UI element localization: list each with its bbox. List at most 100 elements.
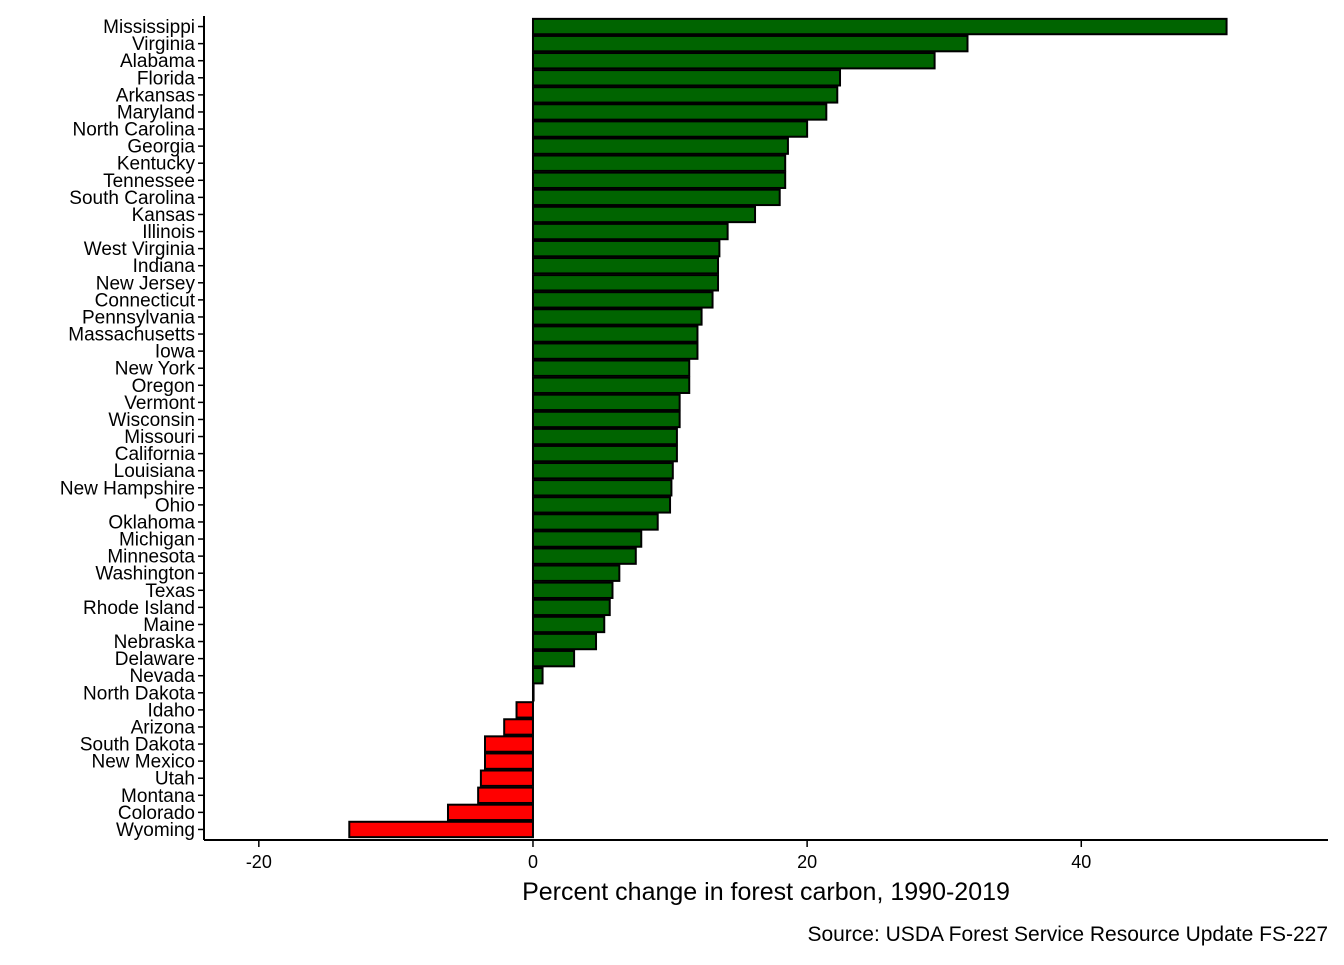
bar-wyoming: [348, 820, 534, 839]
bar-nebraska: [531, 632, 598, 651]
y-tick-label: Utah: [155, 769, 195, 790]
y-tick-label: Idaho: [147, 700, 195, 721]
bar-kansas: [531, 205, 757, 224]
x-tick-label: 40: [1071, 852, 1091, 872]
bar-massachusetts: [531, 325, 699, 343]
bar-indiana: [531, 257, 720, 275]
y-tick-label: Nevada: [130, 666, 196, 687]
y-tick-label: Maryland: [117, 102, 195, 123]
y-axis-labels: MississippiVirginiaAlabamaFloridaArkansa…: [60, 17, 204, 841]
bar-new-hampshire: [531, 479, 673, 497]
bar-ohio: [531, 496, 672, 514]
bar-maine: [531, 615, 606, 634]
bar-louisiana: [531, 462, 674, 480]
y-tick-label: North Dakota: [83, 683, 195, 704]
bar-north-carolina: [531, 120, 809, 138]
bar-mississippi: [531, 17, 1228, 36]
x-tick-label: 0: [528, 852, 538, 872]
bar-virginia: [531, 34, 969, 53]
bar-new-york: [531, 359, 691, 377]
y-tick-label: Tennessee: [103, 171, 195, 192]
bar-colorado: [446, 803, 534, 822]
y-tick-label: Wyoming: [116, 820, 195, 841]
x-axis-title: Percent change in forest carbon, 1990-20…: [522, 878, 1010, 906]
y-tick-label: Georgia: [127, 137, 195, 158]
y-tick-label: Kansas: [132, 205, 195, 226]
bar-arkansas: [531, 86, 839, 104]
bar-delaware: [531, 649, 576, 668]
bar-idaho: [515, 701, 534, 719]
bar-new-jersey: [531, 274, 720, 292]
y-tick-label: Pennsylvania: [82, 307, 195, 328]
bar-minnesota: [531, 547, 637, 565]
axes: [203, 16, 1328, 841]
bar-connecticut: [531, 291, 714, 309]
y-tick-label: Iowa: [155, 342, 196, 363]
y-tick-label: North Carolina: [73, 120, 196, 141]
y-tick-label: Vermont: [124, 393, 195, 414]
bar-oklahoma: [531, 513, 659, 531]
bar-west-virginia: [531, 239, 721, 258]
bars-layer: [348, 17, 1228, 839]
chart-caption: Source: USDA Forest Service Resource Upd…: [807, 923, 1328, 946]
y-tick-label: Delaware: [115, 649, 195, 670]
y-tick-label: Arkansas: [116, 85, 195, 106]
y-tick-label: New York: [115, 359, 196, 380]
x-tick-label: 20: [797, 852, 817, 872]
bar-kentucky: [531, 154, 787, 172]
y-tick-label: West Virginia: [84, 239, 196, 260]
bar-maryland: [531, 103, 828, 121]
bar-arizona: [503, 718, 534, 736]
bar-montana: [477, 786, 534, 804]
bar-oregon: [531, 376, 691, 394]
bar-georgia: [531, 137, 789, 155]
y-tick-label: Virginia: [132, 34, 195, 55]
bar-iowa: [531, 342, 699, 360]
bar-pennsylvania: [531, 308, 703, 326]
y-tick-label: Oklahoma: [108, 512, 195, 533]
y-tick-label: Texas: [145, 581, 195, 602]
y-tick-label: New Hampshire: [60, 478, 195, 499]
y-tick-label: Massachusetts: [68, 325, 195, 346]
y-tick-label: Louisiana: [114, 461, 196, 482]
y-tick-label: Colorado: [118, 803, 195, 824]
bar-utah: [479, 769, 534, 787]
y-tick-label: Washington: [95, 564, 195, 585]
bar-north-dakota: [531, 684, 535, 702]
bar-illinois: [531, 222, 729, 241]
y-tick-label: California: [115, 444, 196, 465]
bar-michigan: [531, 530, 643, 548]
y-tick-label: Wisconsin: [108, 410, 195, 431]
y-tick-label: Alabama: [120, 51, 195, 72]
y-tick-label: New Mexico: [92, 752, 195, 773]
bar-wisconsin: [531, 410, 681, 429]
y-tick-label: New Jersey: [96, 273, 196, 294]
y-tick-label: Connecticut: [95, 290, 196, 311]
y-tick-label: South Dakota: [80, 735, 196, 756]
y-tick-label: Nebraska: [114, 632, 196, 653]
x-tick-label: -20: [246, 852, 272, 872]
y-tick-label: Illinois: [142, 222, 195, 243]
bar-washington: [531, 564, 621, 582]
y-tick-label: Minnesota: [107, 547, 195, 568]
bar-missouri: [531, 427, 678, 446]
bar-tennessee: [531, 171, 787, 189]
bar-rhode-island: [531, 598, 611, 617]
y-tick-label: Arizona: [131, 717, 196, 738]
y-tick-label: Ohio: [155, 495, 195, 516]
bar-south-dakota: [484, 735, 534, 753]
y-tick-label: Florida: [137, 68, 196, 89]
bar-south-carolina: [531, 188, 781, 207]
bar-california: [531, 444, 678, 463]
bar-nevada: [531, 667, 544, 685]
y-tick-label: Oregon: [132, 376, 195, 397]
bar-alabama: [531, 52, 936, 70]
y-tick-label: Mississippi: [103, 17, 195, 38]
y-tick-label: Rhode Island: [83, 598, 195, 619]
y-tick-label: South Carolina: [69, 188, 195, 209]
y-tick-label: Maine: [143, 615, 195, 636]
bar-florida: [531, 69, 842, 87]
bar-texas: [531, 581, 614, 599]
